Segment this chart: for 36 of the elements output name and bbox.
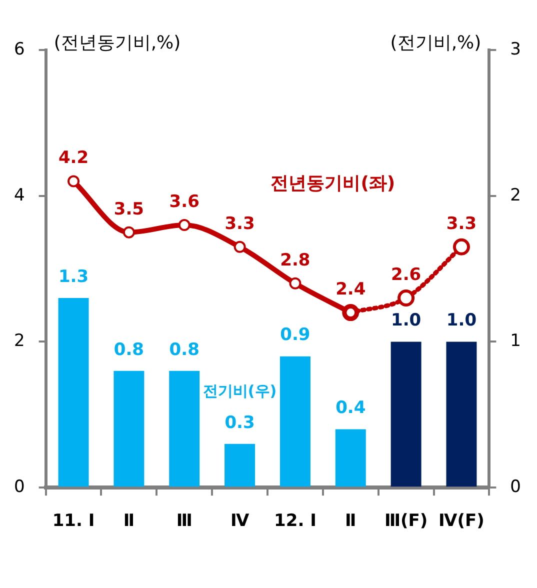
y-tick-label: 4 <box>14 185 25 206</box>
x-tick-label: Ⅲ <box>176 511 192 532</box>
y2-axis-title: (전기비,%) <box>390 32 482 54</box>
y2-tick-label: 2 <box>510 185 522 206</box>
data-label: 0.4 <box>336 398 366 418</box>
data-label: 1.0 <box>446 310 477 331</box>
y-tick-label: 6 <box>14 39 25 60</box>
data-label: 4.2 <box>58 148 89 168</box>
data-label: 0.9 <box>280 325 310 346</box>
y-tick-label: 0 <box>14 477 25 498</box>
data-label: 1.0 <box>390 310 422 331</box>
data-label: 2.4 <box>336 279 366 300</box>
x-tick-label: Ⅳ(F) <box>438 511 484 532</box>
text: 전년동기비(좌) <box>270 173 396 194</box>
x-tick-label: Ⅱ <box>345 511 356 532</box>
data-label: 0.8 <box>114 340 144 360</box>
y2-tick-label: 1 <box>510 331 522 352</box>
y2-tick-label: 0 <box>510 477 522 498</box>
y2-tick-label: 3 <box>510 39 522 60</box>
x-tick-label: Ⅱ <box>123 511 135 532</box>
data-label: 3.5 <box>114 199 144 220</box>
data-label: 0.8 <box>169 340 200 360</box>
y-axis-title: (전년동기비,%) <box>54 32 181 54</box>
y-tick-label: 2 <box>14 331 25 352</box>
series-label: 전기비(우) <box>202 382 277 400</box>
data-label: 2.6 <box>390 264 422 285</box>
data-label: 0.3 <box>224 412 255 433</box>
data-label: 3.6 <box>169 192 200 212</box>
x-tick-label: Ⅳ <box>230 511 250 532</box>
x-tick-label: 12. Ⅰ <box>274 511 316 532</box>
data-label: 1.3 <box>58 266 89 287</box>
data-label: 3.3 <box>446 214 477 234</box>
x-tick-label: Ⅲ(F) <box>384 511 428 532</box>
x-tick-label: 11. Ⅰ <box>52 511 95 532</box>
data-label: 3.3 <box>224 214 255 234</box>
data-label: 2.8 <box>280 250 310 270</box>
